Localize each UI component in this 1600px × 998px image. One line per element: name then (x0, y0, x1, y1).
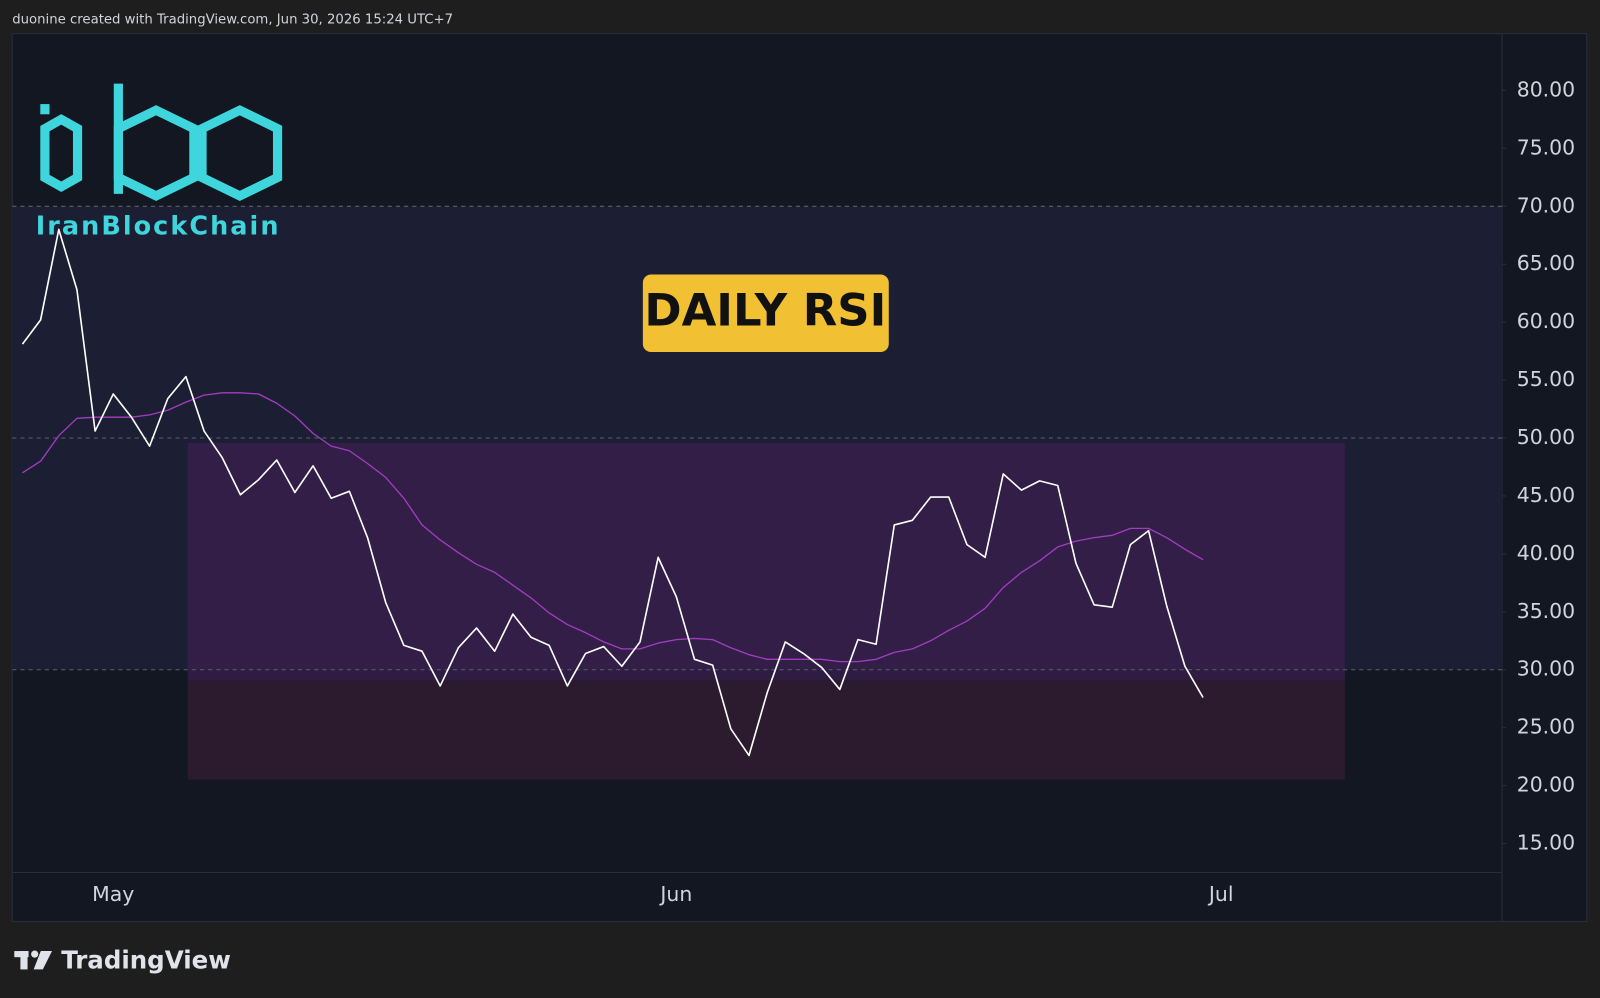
watermark-text: IranBlockChain (36, 212, 281, 242)
x-tick-label: Jul (1207, 882, 1234, 906)
y-tick-label: 60.00 (1517, 309, 1575, 333)
y-tick-label: 45.00 (1517, 483, 1575, 507)
watermark-logo (40, 83, 283, 202)
y-tick-label: 55.00 (1517, 367, 1575, 391)
y-tick-label: 35.00 (1517, 599, 1575, 623)
x-tick-label: May (92, 882, 134, 906)
y-tick-label: 70.00 (1517, 193, 1575, 217)
y-tick-label: 15.00 (1517, 831, 1575, 855)
tv-logo (14, 950, 53, 970)
lines (21, 228, 1204, 757)
series-line (22, 392, 1204, 663)
highlight-box (187, 442, 1345, 681)
chart-title: DAILY RSI (644, 283, 886, 336)
header: duonine created with TradingView.com, Ju… (12, 12, 453, 27)
y-tick-label: 25.00 (1517, 715, 1575, 739)
x-tick-label: Jun (658, 882, 692, 906)
y-tick-label: 20.00 (1517, 773, 1575, 797)
y-tick-label: 30.00 (1517, 657, 1575, 681)
title-box (642, 274, 889, 353)
y-tick-label: 65.00 (1517, 251, 1575, 275)
y-tick-label: 50.00 (1517, 425, 1575, 449)
y-tick-label: 40.00 (1517, 541, 1575, 565)
levels (12, 205, 1503, 671)
series-line (21, 228, 1204, 757)
footer-text: TradingView (61, 945, 231, 974)
y-tick-label: 80.00 (1517, 77, 1575, 101)
y-tick-label: 75.00 (1517, 135, 1575, 159)
